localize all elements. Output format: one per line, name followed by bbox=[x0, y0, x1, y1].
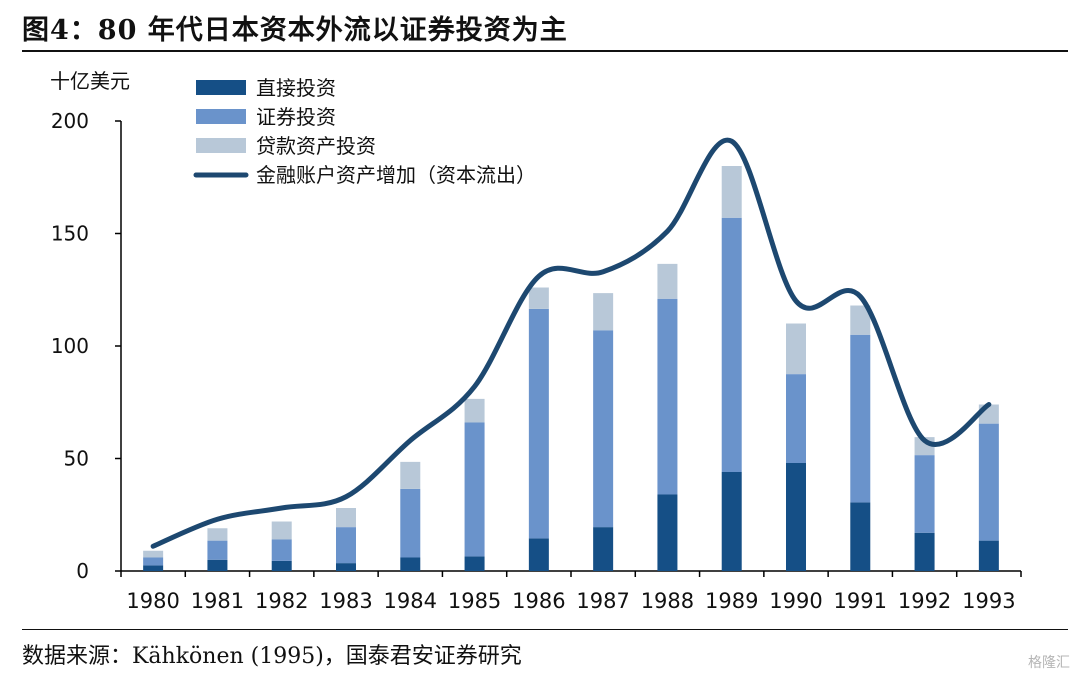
bar-direct-1982 bbox=[271, 560, 292, 571]
y-tick-label: 150 bbox=[51, 222, 89, 246]
bar-direct-1989 bbox=[721, 472, 742, 571]
y-axis-label: 十亿美元 bbox=[50, 69, 130, 93]
x-tick-label: 1984 bbox=[384, 589, 437, 613]
bar-portfolio-1981 bbox=[207, 540, 228, 560]
bar-loan-1986 bbox=[528, 287, 549, 309]
y-tick-label: 50 bbox=[64, 447, 89, 471]
bar-portfolio-1991 bbox=[850, 334, 871, 503]
bar-portfolio-1990 bbox=[786, 374, 806, 463]
y-tick-label: 100 bbox=[51, 334, 89, 358]
x-tick-label: 1992 bbox=[898, 589, 951, 613]
bar-direct-1986 bbox=[528, 538, 549, 571]
source-rule bbox=[22, 629, 1068, 630]
bar-loan-1990 bbox=[786, 323, 806, 375]
bar-loan-1982 bbox=[271, 521, 292, 540]
bar-direct-1980 bbox=[143, 565, 164, 571]
legend-label: 金融账户资产增加（资本流出） bbox=[256, 163, 536, 187]
page-title: 图4：80 年代日本资本外流以证券投资为主 bbox=[22, 15, 568, 46]
chart: 0 50 100 150 200 十亿美元 1980 1981 1982 1983 1984 1985… bbox=[50, 69, 1022, 613]
legend-swatch bbox=[196, 138, 246, 153]
legend-label: 直接投资 bbox=[256, 76, 336, 100]
x-tick-label: 1988 bbox=[641, 589, 694, 613]
bar-loan-1983 bbox=[336, 508, 356, 528]
legend-swatch bbox=[196, 109, 246, 124]
bar-loan-1984 bbox=[400, 461, 421, 489]
y-tick-label: 200 bbox=[51, 109, 89, 133]
x-tick-label: 1981 bbox=[191, 589, 244, 613]
bar-portfolio-1982 bbox=[271, 539, 292, 561]
bar-direct-1985 bbox=[464, 556, 485, 571]
bar-direct-1993 bbox=[978, 540, 999, 571]
bar-loan-1988 bbox=[657, 263, 678, 299]
x-tick-label: 1980 bbox=[126, 589, 179, 613]
x-tick-label: 1990 bbox=[769, 589, 822, 613]
x-tick-label: 1993 bbox=[962, 589, 1015, 613]
bar-direct-1988 bbox=[657, 494, 678, 571]
bar-loan-1981 bbox=[207, 528, 228, 541]
bar-direct-1983 bbox=[336, 563, 356, 571]
bar-loan-1987 bbox=[593, 293, 614, 331]
bar-portfolio-1987 bbox=[593, 330, 614, 528]
bar-portfolio-1985 bbox=[464, 422, 485, 557]
bar-portfolio-1988 bbox=[657, 298, 678, 495]
x-tick-label: 1989 bbox=[705, 589, 758, 613]
bar-loan-1980 bbox=[143, 550, 164, 558]
source-note: 数据来源：Kähkönen (1995)，国泰君安证券研究 bbox=[22, 644, 522, 669]
x-tick-label: 1991 bbox=[834, 589, 887, 613]
x-tick-label: 1985 bbox=[448, 589, 501, 613]
bar-direct-1992 bbox=[914, 532, 935, 571]
bar-portfolio-1980 bbox=[143, 557, 164, 566]
bar-direct-1990 bbox=[786, 463, 806, 571]
y-tick-label: 0 bbox=[76, 559, 89, 583]
x-tick-label: 1982 bbox=[255, 589, 308, 613]
bar-direct-1991 bbox=[850, 502, 871, 571]
bar-portfolio-1984 bbox=[400, 488, 421, 558]
watermark: 格隆汇 bbox=[1028, 655, 1070, 671]
title-rule bbox=[22, 50, 1068, 52]
bar-loan-1985 bbox=[464, 398, 485, 423]
bar-portfolio-1986 bbox=[528, 308, 549, 539]
bar-direct-1981 bbox=[207, 559, 228, 571]
legend-label: 证券投资 bbox=[256, 105, 336, 129]
x-tick-label: 1987 bbox=[576, 589, 629, 613]
bar-loan-1989 bbox=[721, 166, 742, 218]
bar-direct-1987 bbox=[593, 527, 614, 571]
legend-label: 贷款资产投资 bbox=[256, 134, 376, 158]
x-tick-label: 1986 bbox=[512, 589, 565, 613]
bar-portfolio-1989 bbox=[721, 217, 742, 472]
bar-direct-1984 bbox=[400, 557, 421, 571]
bar-portfolio-1993 bbox=[978, 423, 999, 541]
series-line-capital-outflow bbox=[150, 137, 992, 549]
bar-portfolio-1983 bbox=[336, 527, 356, 564]
legend-swatch bbox=[196, 80, 246, 95]
bar-portfolio-1992 bbox=[914, 455, 935, 533]
x-tick-label: 1983 bbox=[319, 589, 372, 613]
bar-loan-1991 bbox=[850, 305, 871, 335]
